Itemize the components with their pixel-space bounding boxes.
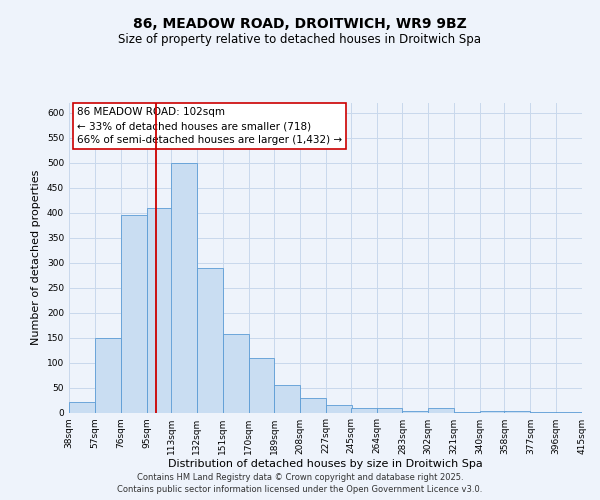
Bar xyxy=(301,398,326,412)
Bar xyxy=(223,334,248,412)
Text: Size of property relative to detached houses in Droitwich Spa: Size of property relative to detached ho… xyxy=(119,32,482,46)
Bar xyxy=(377,408,403,412)
Bar xyxy=(197,268,223,412)
X-axis label: Distribution of detached houses by size in Droitwich Spa: Distribution of detached houses by size … xyxy=(168,460,483,469)
Bar xyxy=(350,408,377,412)
Bar xyxy=(69,402,95,412)
Y-axis label: Number of detached properties: Number of detached properties xyxy=(31,170,41,345)
Bar xyxy=(274,385,301,412)
Bar xyxy=(95,338,121,412)
Bar xyxy=(428,408,454,412)
Bar xyxy=(248,358,274,412)
Text: 86 MEADOW ROAD: 102sqm
← 33% of detached houses are smaller (718)
66% of semi-de: 86 MEADOW ROAD: 102sqm ← 33% of detached… xyxy=(77,107,342,145)
Text: Contains public sector information licensed under the Open Government Licence v3: Contains public sector information licen… xyxy=(118,484,482,494)
Bar xyxy=(146,208,172,412)
Bar xyxy=(403,411,428,412)
Text: Contains HM Land Registry data © Crown copyright and database right 2025.: Contains HM Land Registry data © Crown c… xyxy=(137,473,463,482)
Text: 86, MEADOW ROAD, DROITWICH, WR9 9BZ: 86, MEADOW ROAD, DROITWICH, WR9 9BZ xyxy=(133,18,467,32)
Bar xyxy=(326,404,352,412)
Bar xyxy=(505,411,530,412)
Bar xyxy=(121,215,146,412)
Bar xyxy=(480,411,506,412)
Bar xyxy=(171,162,197,412)
